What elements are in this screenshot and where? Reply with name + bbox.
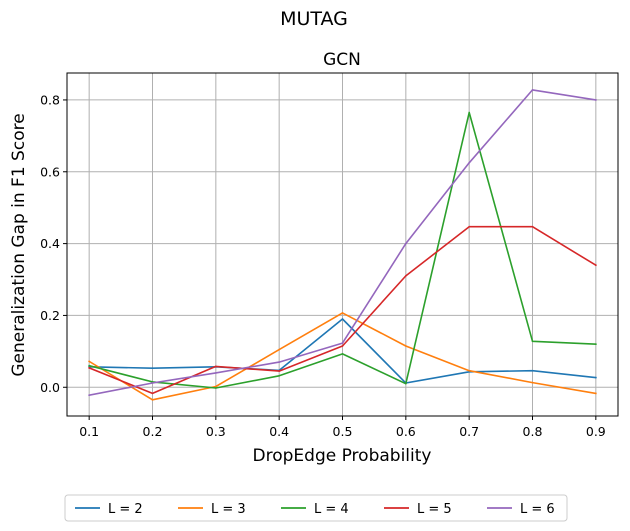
- y-tick-label: 0.6: [40, 164, 60, 179]
- data-point: [88, 367, 90, 369]
- y-tick-label: 0.8: [40, 92, 60, 107]
- data-point: [405, 382, 407, 385]
- data-point: [151, 399, 154, 401]
- x-tick-label: 0.9: [586, 424, 606, 439]
- x-tick-label: 0.4: [269, 424, 289, 439]
- data-point: [341, 318, 344, 320]
- data-point: [595, 99, 597, 101]
- legend-label: L = 4: [314, 502, 349, 517]
- data-point: [595, 392, 597, 395]
- x-tick-label: 0.1: [79, 424, 99, 439]
- x-tick-label: 0.7: [459, 424, 479, 439]
- data-point: [595, 264, 597, 266]
- legend-label: L = 5: [417, 502, 452, 517]
- data-point: [595, 343, 597, 345]
- data-point: [278, 370, 280, 372]
- data-point: [88, 364, 90, 367]
- data-point: [341, 342, 344, 344]
- x-tick-label: 0.3: [206, 424, 226, 439]
- legend-box: [64, 494, 568, 522]
- y-axis: 0.0 0.2 0.4 0.6 0.8: [40, 92, 67, 395]
- data-point: [88, 394, 90, 396]
- data-point: [531, 381, 534, 384]
- legend: L = 2 L = 3 L = 4 L = 5 L = 6: [64, 494, 568, 522]
- data-point: [531, 89, 534, 91]
- x-tick-label: 0.8: [523, 424, 543, 439]
- plot-lines: [88, 89, 597, 401]
- y-axis-label: Generalization Gap in F1 Score: [9, 113, 29, 376]
- data-point: [215, 385, 217, 388]
- data-point: [405, 275, 407, 277]
- legend-label: L = 6: [520, 502, 555, 517]
- data-point: [341, 312, 344, 314]
- y-tick-label: 0.2: [40, 308, 60, 323]
- data-point: [151, 392, 154, 395]
- data-point: [278, 361, 280, 363]
- data-point: [278, 374, 280, 377]
- y-tick-label: 0.4: [40, 236, 60, 251]
- data-point: [151, 382, 154, 384]
- chart-title: GCN: [323, 50, 361, 70]
- legend-label: L = 3: [211, 502, 246, 517]
- data-point: [88, 360, 90, 363]
- data-point: [531, 225, 534, 228]
- x-axis-label: DropEdge Probability: [253, 446, 432, 466]
- data-point: [215, 372, 217, 374]
- data-point: [531, 340, 534, 343]
- y-tick-label: 0.0: [40, 380, 60, 395]
- data-point: [595, 376, 597, 379]
- x-axis: 0.1 0.2 0.3 0.4 0.5 0.6 0.7 0.8 0.9: [79, 416, 606, 439]
- data-point: [468, 369, 470, 372]
- data-point: [341, 353, 344, 355]
- data-point: [468, 225, 470, 228]
- data-point: [468, 111, 470, 114]
- data-point: [405, 242, 407, 245]
- legend-label: L = 2: [108, 502, 143, 517]
- x-tick-label: 0.6: [396, 424, 416, 439]
- data-point: [151, 367, 154, 370]
- data-point: [531, 369, 534, 372]
- data-point: [215, 387, 217, 389]
- x-tick-label: 0.2: [143, 424, 163, 439]
- data-point: [405, 345, 407, 347]
- data-point: [278, 348, 280, 351]
- figure-title: MUTAG: [280, 8, 348, 30]
- data-point: [215, 365, 217, 368]
- grid-lines: [67, 73, 618, 416]
- data-point: [341, 345, 344, 347]
- data-point: [468, 161, 470, 164]
- x-tick-label: 0.5: [333, 424, 353, 439]
